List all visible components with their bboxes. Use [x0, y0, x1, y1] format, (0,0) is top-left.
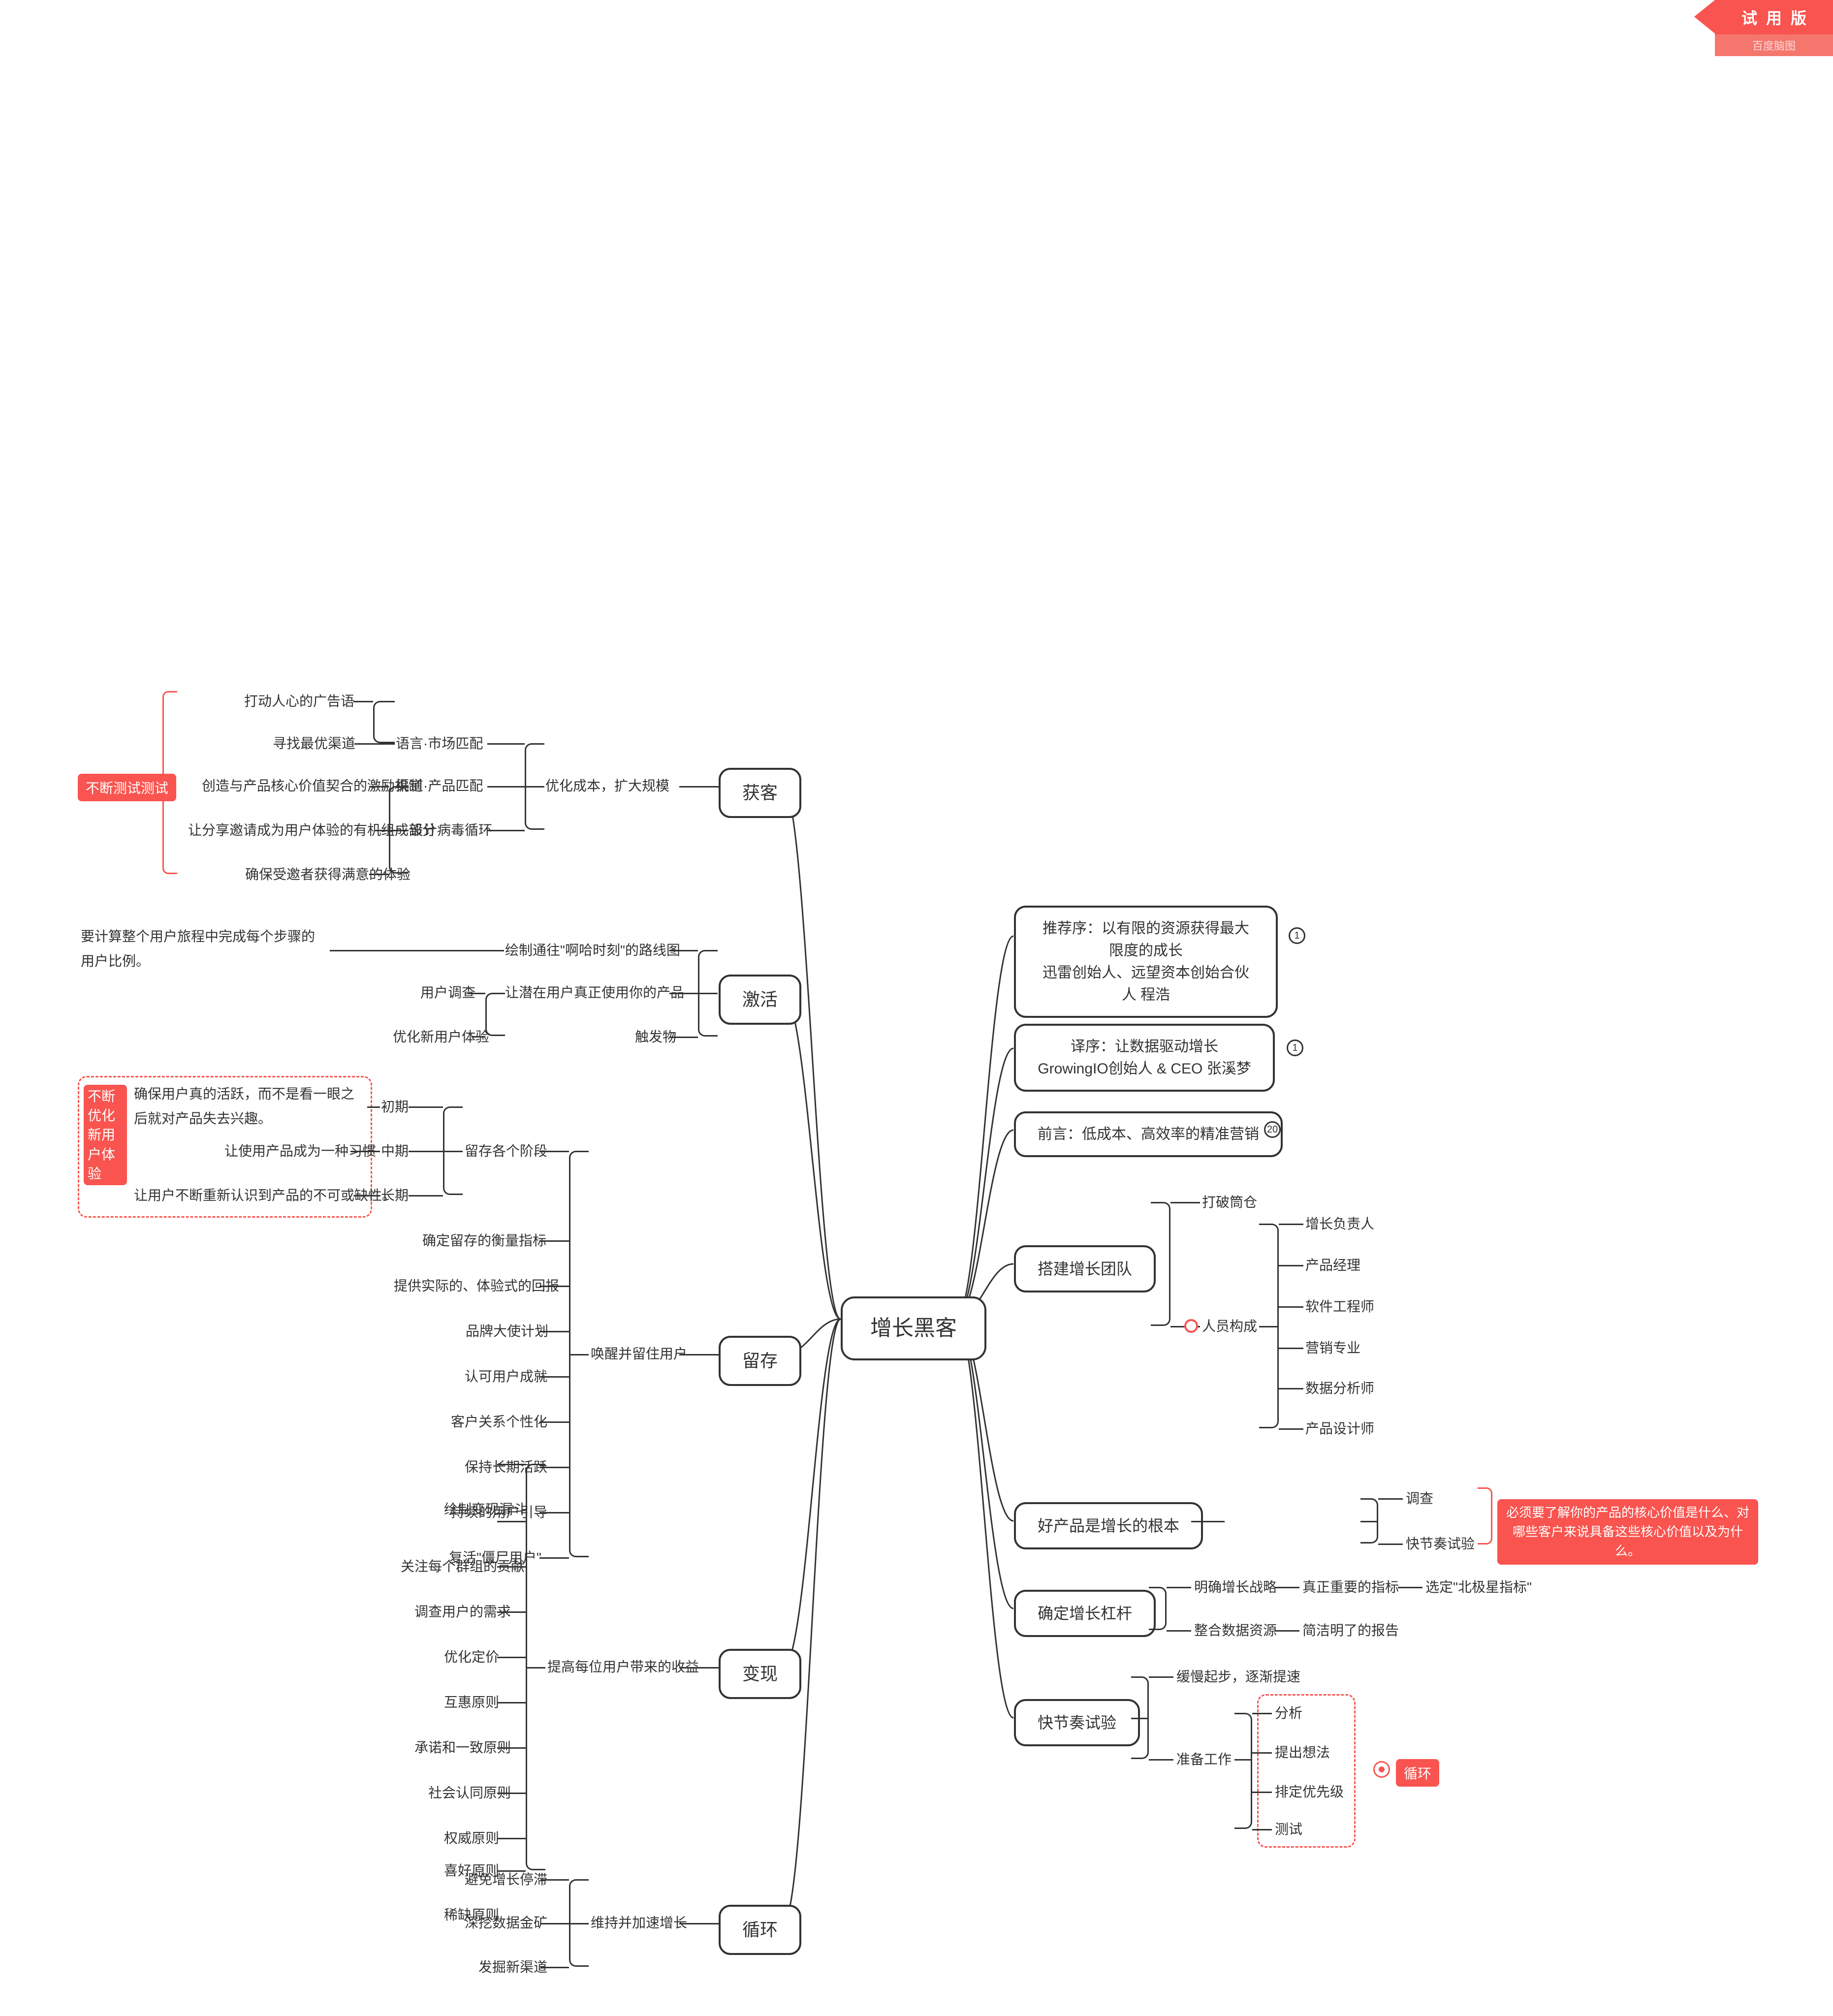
node: 发掘新渠道 [478, 1955, 547, 1980]
node: 中期 [381, 1139, 409, 1164]
node: 调查 [1406, 1486, 1433, 1511]
node-trans: 译序：让数据驱动增长 GrowingIO创始人 & CEO 张溪梦 [1014, 1024, 1275, 1092]
node: 触发物 [635, 1025, 676, 1049]
node-exp: 快节奏试验 [1014, 1699, 1140, 1746]
node: 绘制变现漏斗 [444, 1497, 527, 1522]
node: 增长负责人 [1305, 1212, 1374, 1236]
node: 要计算整个用户旅程中完成每个步骤的用户比例。 [81, 924, 327, 974]
node: 承诺和一致原则 [414, 1735, 511, 1760]
node-team: 搭建增长团队 [1014, 1245, 1156, 1292]
node: 分析 [1275, 1701, 1302, 1726]
trial-sub: 百度脑图 [1715, 34, 1833, 56]
node: 提高每位用户带来的收益 [547, 1655, 699, 1679]
target-icon [1373, 1761, 1390, 1778]
node-lever: 确定增长杠杆 [1014, 1590, 1156, 1637]
node-activate: 激活 [719, 975, 801, 1025]
node: 打破筒仓 [1202, 1190, 1257, 1215]
connector-lines [0, 0, 1833, 2016]
node: 营销专业 [1305, 1336, 1360, 1360]
node: 快节奏试验 [1406, 1532, 1475, 1556]
node-monetize: 变现 [719, 1649, 801, 1699]
tag: 必须要了解你的产品的核心价值是什么、对哪些客户来说具备这些核心价值以及为什么。 [1497, 1499, 1758, 1565]
node: 唤醒并留住用户 [591, 1342, 687, 1366]
node: 测试 [1275, 1817, 1302, 1842]
node: 选定"北极星指标" [1425, 1575, 1532, 1600]
node: 确定留存的衡量指标 [422, 1228, 546, 1253]
node: 软件工程师 [1305, 1294, 1374, 1319]
badge-num: 1 [1287, 1040, 1303, 1056]
node: 维持并加速增长 [591, 1911, 687, 1935]
node: 寻找最优渠道 [273, 731, 355, 756]
node: 权威原则 [444, 1826, 499, 1851]
tag: 不断优化新用户体验 [84, 1085, 127, 1185]
node: 客户关系个性化 [451, 1410, 547, 1434]
trial-label: 试用版 [1715, 0, 1833, 34]
node: 数据分析师 [1305, 1376, 1374, 1401]
node: 互惠原则 [444, 1690, 499, 1715]
node: 绘制通往"啊哈时刻"的路线图 [505, 938, 680, 963]
node: 留存各个阶段 [465, 1139, 547, 1164]
node: 人员构成 [1202, 1314, 1257, 1339]
node: 明确增长战略 [1194, 1575, 1277, 1600]
node: 提出想法 [1275, 1740, 1330, 1765]
node: 品牌大使计划 [466, 1319, 548, 1344]
node: 简洁明了的报告 [1302, 1618, 1399, 1643]
node: 语言·市场匹配 [396, 731, 483, 756]
node: 缓慢起步，逐渐提速 [1176, 1665, 1300, 1689]
node: 让潜在用户真正使用你的产品 [505, 980, 684, 1005]
node: 确保用户真的活跃，而不是看一眼之后就对产品失去兴趣。 [134, 1082, 365, 1132]
node-product: 好产品是增长的根本 [1014, 1502, 1203, 1549]
node: 准备工作 [1176, 1747, 1232, 1772]
node-retain: 留存 [719, 1336, 801, 1386]
tag: 不断测试测试 [78, 774, 176, 801]
node: 避免增长停滞 [465, 1867, 547, 1892]
trial-badge: 试用版 百度脑图 [1715, 0, 1833, 56]
node: 产品设计师 [1305, 1417, 1374, 1441]
node: 产品经理 [1305, 1253, 1360, 1278]
tag: 循环 [1396, 1759, 1439, 1787]
node: 调查用户的需求 [414, 1600, 511, 1624]
node: 优化成本，扩大规模 [545, 774, 669, 798]
node-pre: 前言：低成本、高效率的精准营销 [1014, 1111, 1283, 1157]
ring-icon [1184, 1319, 1198, 1333]
node: 真正重要的指标 [1302, 1575, 1399, 1600]
badge-num: 20 [1264, 1121, 1281, 1138]
node-acquire: 获客 [719, 768, 801, 818]
node: 认可用户成就 [465, 1364, 547, 1389]
node: 初期 [381, 1095, 409, 1119]
node: 深挖数据金矿 [465, 1911, 547, 1935]
node: 提供实际的、体验式的回报 [394, 1274, 559, 1298]
node-rec: 推荐序：以有限的资源获得最大限度的成长 迅雷创始人、远望资本创始合伙人 程浩 [1014, 906, 1278, 1018]
badge-num: 1 [1289, 927, 1305, 944]
node: 整合数据资源 [1194, 1618, 1277, 1643]
node-cycle: 循环 [719, 1905, 801, 1955]
node: 打动人心的广告语 [244, 689, 354, 714]
root: 增长黑客 [841, 1296, 986, 1360]
node: 排定优先级 [1275, 1780, 1344, 1804]
node: 优化定价 [444, 1645, 499, 1670]
